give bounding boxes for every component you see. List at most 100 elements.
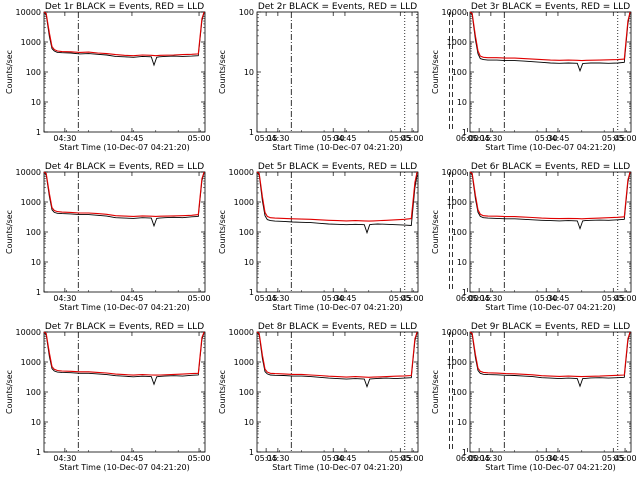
series-lld	[256, 331, 418, 378]
x-tick-label: 05:00	[614, 454, 637, 463]
series-lld	[43, 11, 205, 57]
panel-title: Det 4r BLACK = Events, RED = LLD	[45, 162, 204, 172]
x-tick-label: 05:15	[468, 134, 491, 143]
detector-panel-2: Det 2r BLACK = Events, RED = LLD 1 10 100 04…	[218, 2, 625, 152]
x-tick-label: 05:00	[401, 454, 424, 463]
x-tick-label: 04:45	[120, 454, 143, 463]
x-tick-label: 04:45	[120, 134, 143, 143]
y-tick-label: 10	[31, 258, 41, 267]
x-tick-label: 05:30	[535, 454, 558, 463]
y-axis-label: Counts/sec	[431, 50, 440, 94]
x-tick-label: 06:00	[456, 294, 479, 303]
x-tick-label: 04:45	[546, 294, 569, 303]
series-events	[256, 331, 418, 389]
x-tick-label: 05:45	[389, 454, 412, 463]
x-axis-label: Start Time (10-Dec-07 04:21:20)	[485, 463, 616, 472]
y-tick-label: 1000	[447, 358, 467, 367]
series-lld	[43, 171, 205, 217]
y-axis-label: Counts/sec	[5, 210, 14, 254]
y-tick-label: 10	[244, 418, 254, 427]
x-tick-label: 05:30	[322, 454, 345, 463]
y-axis-label: Counts/sec	[431, 210, 440, 254]
y-tick-label: 1000	[447, 38, 467, 47]
series-lld	[43, 331, 205, 376]
x-tick-label: 05:45	[389, 294, 412, 303]
x-tick-label: 05:45	[602, 294, 625, 303]
y-axis-label: Counts/sec	[5, 370, 14, 414]
y-tick-label: 1000	[234, 198, 254, 207]
panel-title: Det 2r BLACK = Events, RED = LLD	[258, 2, 417, 12]
x-axis-label: Start Time (10-Dec-07 04:21:20)	[59, 303, 190, 312]
series-lld	[469, 171, 631, 220]
x-tick-label: 05:00	[188, 294, 211, 303]
x-axis-label: Start Time (10-Dec-07 04:21:20)	[272, 303, 403, 312]
panel-title: Det 8r BLACK = Events, RED = LLD	[258, 322, 417, 332]
x-tick-label: 05:45	[389, 134, 412, 143]
x-tick-label: 05:00	[614, 134, 637, 143]
x-tick-label: 05:00	[188, 134, 211, 143]
x-tick-label: 05:30	[535, 294, 558, 303]
x-tick-label: 06:00	[456, 134, 479, 143]
x-tick-label: 04:30	[266, 134, 289, 143]
detector-panel-5: Det 5r BLACK = Events, RED = LLD11010010…	[218, 162, 625, 312]
y-tick-label: 10000	[16, 8, 41, 17]
y-tick-label: 10	[244, 258, 254, 267]
y-tick-label: 10	[31, 418, 41, 427]
y-tick-label: 10	[457, 258, 467, 267]
y-tick-label: 10	[457, 418, 467, 427]
y-tick-label: 1	[249, 448, 254, 457]
panel-title: Det 3r BLACK = Events, RED = LLD	[471, 2, 630, 12]
x-tick-label: 05:00	[614, 294, 637, 303]
x-axis-label: Start Time (10-Dec-07 04:21:20)	[59, 143, 190, 152]
y-tick-label: 100	[452, 388, 467, 397]
x-tick-label: 05:45	[602, 454, 625, 463]
x-axis-label: Start Time (10-Dec-07 04:21:20)	[485, 143, 616, 152]
x-tick-label: 05:15	[468, 294, 491, 303]
panel-title: Det 9r BLACK = Events, RED = LLD	[471, 322, 630, 332]
y-tick-label: 100	[26, 68, 41, 77]
x-tick-label: 05:15	[255, 134, 278, 143]
x-tick-label: 05:00	[401, 134, 424, 143]
series-events	[256, 171, 418, 235]
x-tick-label: 05:30	[322, 134, 345, 143]
y-tick-label: 10	[31, 98, 41, 107]
x-tick-label: 04:30	[479, 294, 502, 303]
x-tick-label: 06:00	[456, 454, 479, 463]
series-lld	[469, 11, 631, 62]
y-tick-label: 100	[239, 228, 254, 237]
y-axis-label: Counts/sec	[218, 210, 227, 254]
y-tick-label: 1	[462, 128, 467, 137]
x-tick-label: 04:45	[333, 294, 356, 303]
y-tick-label: 100	[452, 228, 467, 237]
panel-title: Det 7r BLACK = Events, RED = LLD	[45, 322, 204, 332]
y-tick-label: 1	[36, 128, 41, 137]
x-tick-label: 05:30	[322, 294, 345, 303]
y-tick-label: 1000	[21, 38, 41, 47]
x-axis-label: Start Time (10-Dec-07 04:21:20)	[272, 463, 403, 472]
y-tick-label: 1	[249, 128, 254, 137]
y-tick-label: 1	[36, 288, 41, 297]
y-tick-label: 10000	[229, 168, 254, 177]
y-tick-label: 100	[26, 228, 41, 237]
x-tick-label: 05:00	[401, 294, 424, 303]
y-tick-label: 10	[244, 68, 254, 77]
x-tick-label: 04:30	[266, 294, 289, 303]
y-tick-label: 1000	[234, 358, 254, 367]
y-tick-label: 1	[462, 288, 467, 297]
x-tick-label: 05:15	[468, 454, 491, 463]
x-tick-label: 04:45	[333, 454, 356, 463]
x-axis-label: Start Time (10-Dec-07 04:21:20)	[272, 143, 403, 152]
x-tick-label: 04:30	[53, 294, 76, 303]
y-axis-label: Counts/sec	[218, 50, 227, 94]
detector-panel-8: Det 8r BLACK = Events, RED = LLD 1 10 100 10…	[218, 322, 625, 472]
x-tick-label: 05:15	[255, 294, 278, 303]
y-tick-label: 100	[26, 388, 41, 397]
series-events	[469, 331, 631, 388]
panel-title: Det 1r BLACK = Events, RED = LLD	[45, 2, 204, 12]
y-tick-label: 10000	[442, 8, 467, 17]
series-lld	[469, 331, 631, 378]
detector-panel-9: Det 9r BLACK = Events, RED = LLD 1 10 100 10…	[431, 322, 637, 472]
